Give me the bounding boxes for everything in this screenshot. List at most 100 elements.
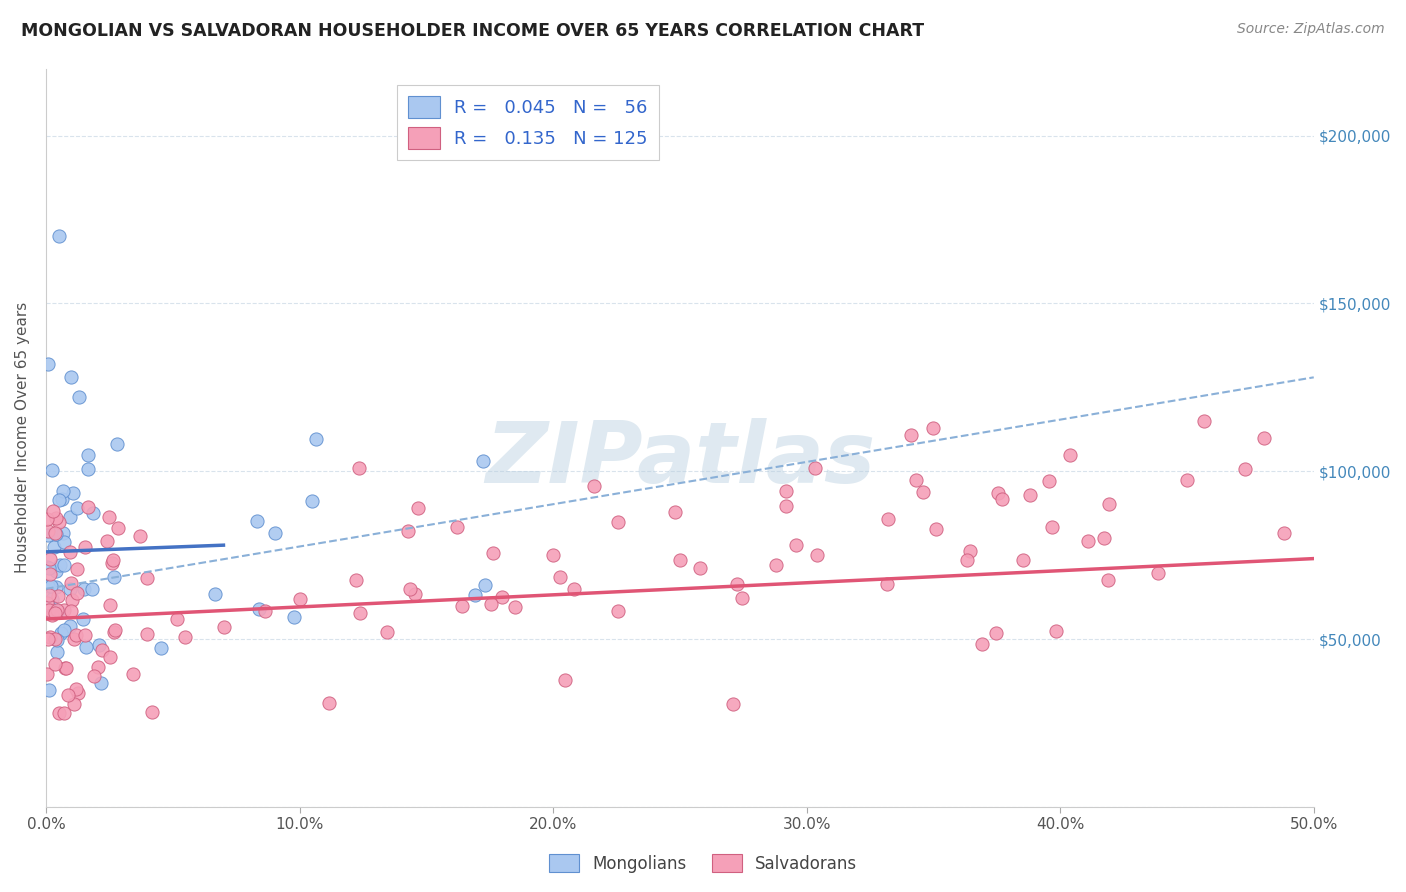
Point	[73, 628, 96, 642]
Point	[247, 602, 270, 616]
Point	[52, 623, 75, 637]
Point	[37, 667, 59, 681]
Point	[1092, 531, 1115, 545]
Point	[204, 587, 226, 601]
Point	[46, 604, 69, 618]
Point	[347, 460, 370, 475]
Point	[1272, 525, 1295, 540]
Point	[246, 514, 269, 528]
Point	[38, 566, 60, 581]
Point	[1040, 520, 1063, 534]
Point	[301, 493, 323, 508]
Point	[45, 645, 67, 659]
Point	[474, 578, 496, 592]
Point	[48, 515, 70, 529]
Point	[254, 604, 277, 618]
Point	[349, 606, 371, 620]
Point	[344, 574, 367, 588]
Point	[63, 632, 86, 646]
Point	[1059, 448, 1081, 462]
Point	[1077, 534, 1099, 549]
Point	[42, 504, 65, 518]
Point	[82, 582, 104, 596]
Point	[65, 562, 87, 576]
Point	[135, 627, 157, 641]
Point	[479, 598, 502, 612]
Point	[66, 501, 89, 516]
Point	[44, 540, 66, 554]
Point	[59, 619, 82, 633]
Text: MONGOLIAN VS SALVADORAN HOUSEHOLDER INCOME OVER 65 YEARS CORRELATION CHART: MONGOLIAN VS SALVADORAN HOUSEHOLDER INCO…	[21, 22, 924, 40]
Point	[876, 577, 898, 591]
Point	[37, 598, 59, 612]
Point	[38, 589, 60, 603]
Point	[464, 588, 486, 602]
Point	[107, 521, 129, 535]
Point	[53, 661, 76, 675]
Point	[44, 606, 66, 620]
Point	[305, 432, 328, 446]
Point	[900, 428, 922, 442]
Point	[959, 544, 981, 558]
Point	[212, 620, 235, 634]
Point	[53, 706, 76, 720]
Point	[1233, 462, 1256, 476]
Point	[1097, 574, 1119, 588]
Point	[38, 630, 60, 644]
Point	[38, 560, 60, 574]
Point	[59, 582, 82, 596]
Point	[60, 576, 83, 591]
Point	[90, 675, 112, 690]
Point	[46, 602, 69, 616]
Point	[173, 631, 195, 645]
Point	[59, 604, 82, 618]
Point	[41, 591, 63, 606]
Point	[408, 500, 430, 515]
Point	[44, 525, 66, 540]
Point	[731, 591, 754, 606]
Point	[721, 697, 744, 711]
Point	[98, 598, 121, 612]
Point	[60, 592, 83, 607]
Point	[37, 357, 59, 371]
Point	[606, 604, 628, 618]
Point	[96, 534, 118, 549]
Point	[129, 529, 152, 543]
Point	[491, 590, 513, 604]
Point	[922, 420, 945, 434]
Point	[37, 632, 59, 646]
Point	[87, 638, 110, 652]
Point	[77, 500, 100, 514]
Point	[59, 545, 82, 559]
Point	[46, 589, 69, 603]
Point	[103, 625, 125, 640]
Point	[44, 657, 66, 671]
Point	[37, 527, 59, 541]
Point	[52, 558, 75, 573]
Point	[987, 486, 1010, 500]
Point	[925, 522, 948, 536]
Point	[775, 499, 797, 513]
Point	[775, 484, 797, 499]
Point	[141, 705, 163, 719]
Point	[77, 462, 100, 476]
Point	[970, 637, 993, 651]
Point	[103, 569, 125, 583]
Point	[785, 538, 807, 552]
Point	[562, 582, 585, 597]
Point	[451, 599, 474, 614]
Point	[90, 643, 112, 657]
Point	[44, 632, 66, 646]
Point	[904, 473, 927, 487]
Point	[122, 666, 145, 681]
Point	[404, 587, 426, 601]
Point	[48, 229, 70, 244]
Point	[38, 682, 60, 697]
Point	[1192, 414, 1215, 428]
Point	[1019, 488, 1042, 502]
Point	[48, 558, 70, 572]
Point	[101, 552, 124, 566]
Point	[38, 551, 60, 566]
Point	[104, 623, 127, 637]
Point	[76, 449, 98, 463]
